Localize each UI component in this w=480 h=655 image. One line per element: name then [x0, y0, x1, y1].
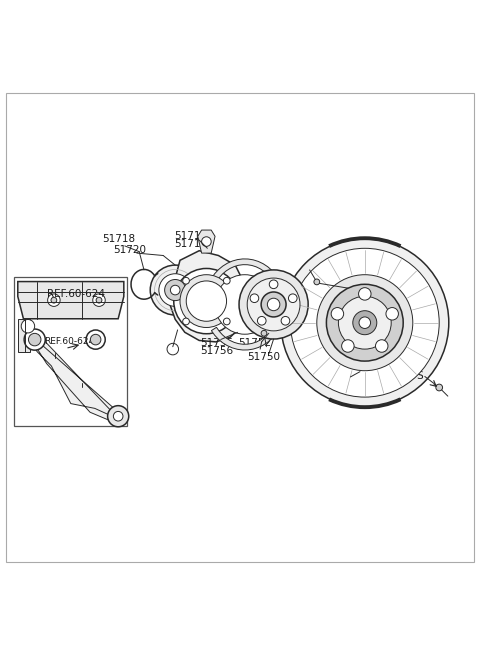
- Circle shape: [167, 343, 179, 355]
- Circle shape: [261, 292, 286, 317]
- Circle shape: [113, 411, 123, 421]
- Text: 51718: 51718: [102, 234, 136, 244]
- Text: 51720: 51720: [113, 245, 146, 255]
- Text: REF.60-624: REF.60-624: [44, 337, 94, 346]
- FancyBboxPatch shape: [14, 277, 127, 426]
- Circle shape: [159, 274, 192, 307]
- Circle shape: [215, 274, 275, 334]
- Polygon shape: [24, 319, 124, 424]
- Circle shape: [267, 298, 280, 310]
- Polygon shape: [198, 230, 215, 253]
- Polygon shape: [18, 319, 30, 352]
- Circle shape: [269, 280, 278, 289]
- Circle shape: [359, 288, 371, 300]
- Text: REF.60-624: REF.60-624: [47, 289, 105, 299]
- Circle shape: [290, 248, 439, 397]
- Circle shape: [326, 284, 403, 361]
- Polygon shape: [211, 259, 286, 350]
- Circle shape: [261, 330, 267, 336]
- Text: 51755: 51755: [200, 338, 234, 348]
- Circle shape: [186, 281, 227, 321]
- Text: 1129ED: 1129ED: [351, 284, 392, 294]
- Text: 51712: 51712: [324, 376, 358, 386]
- Circle shape: [331, 308, 344, 320]
- Circle shape: [239, 270, 308, 339]
- Circle shape: [202, 236, 211, 246]
- Circle shape: [28, 333, 41, 346]
- FancyBboxPatch shape: [6, 93, 474, 562]
- Polygon shape: [170, 251, 245, 342]
- Circle shape: [386, 308, 398, 320]
- Circle shape: [247, 278, 300, 331]
- Circle shape: [93, 294, 105, 307]
- Circle shape: [51, 297, 57, 303]
- Circle shape: [170, 286, 180, 295]
- Circle shape: [281, 316, 290, 325]
- Circle shape: [223, 318, 230, 325]
- Circle shape: [250, 294, 259, 303]
- Circle shape: [183, 318, 190, 325]
- Circle shape: [338, 296, 391, 349]
- Polygon shape: [18, 282, 124, 319]
- Polygon shape: [284, 296, 300, 309]
- Text: 51716: 51716: [174, 240, 208, 250]
- Circle shape: [24, 329, 45, 350]
- Circle shape: [288, 294, 297, 303]
- Circle shape: [359, 317, 371, 328]
- Circle shape: [150, 265, 200, 315]
- Circle shape: [436, 384, 443, 391]
- Circle shape: [375, 340, 388, 352]
- Circle shape: [257, 316, 266, 325]
- Circle shape: [317, 274, 413, 371]
- Circle shape: [174, 269, 239, 334]
- Circle shape: [165, 280, 186, 301]
- Circle shape: [342, 340, 354, 352]
- Text: 51750: 51750: [248, 352, 280, 362]
- Circle shape: [281, 238, 449, 407]
- Circle shape: [48, 294, 60, 307]
- Circle shape: [86, 330, 105, 349]
- Circle shape: [180, 274, 233, 328]
- Circle shape: [21, 320, 35, 333]
- Circle shape: [90, 334, 101, 345]
- Circle shape: [96, 297, 102, 303]
- Circle shape: [314, 279, 320, 285]
- Circle shape: [353, 310, 377, 335]
- Text: 1220FS: 1220FS: [386, 371, 425, 381]
- Text: 51752: 51752: [238, 338, 271, 348]
- Circle shape: [223, 277, 230, 284]
- Text: 51715: 51715: [174, 231, 208, 241]
- Circle shape: [108, 405, 129, 427]
- Circle shape: [183, 277, 190, 284]
- Text: 51756: 51756: [200, 346, 234, 356]
